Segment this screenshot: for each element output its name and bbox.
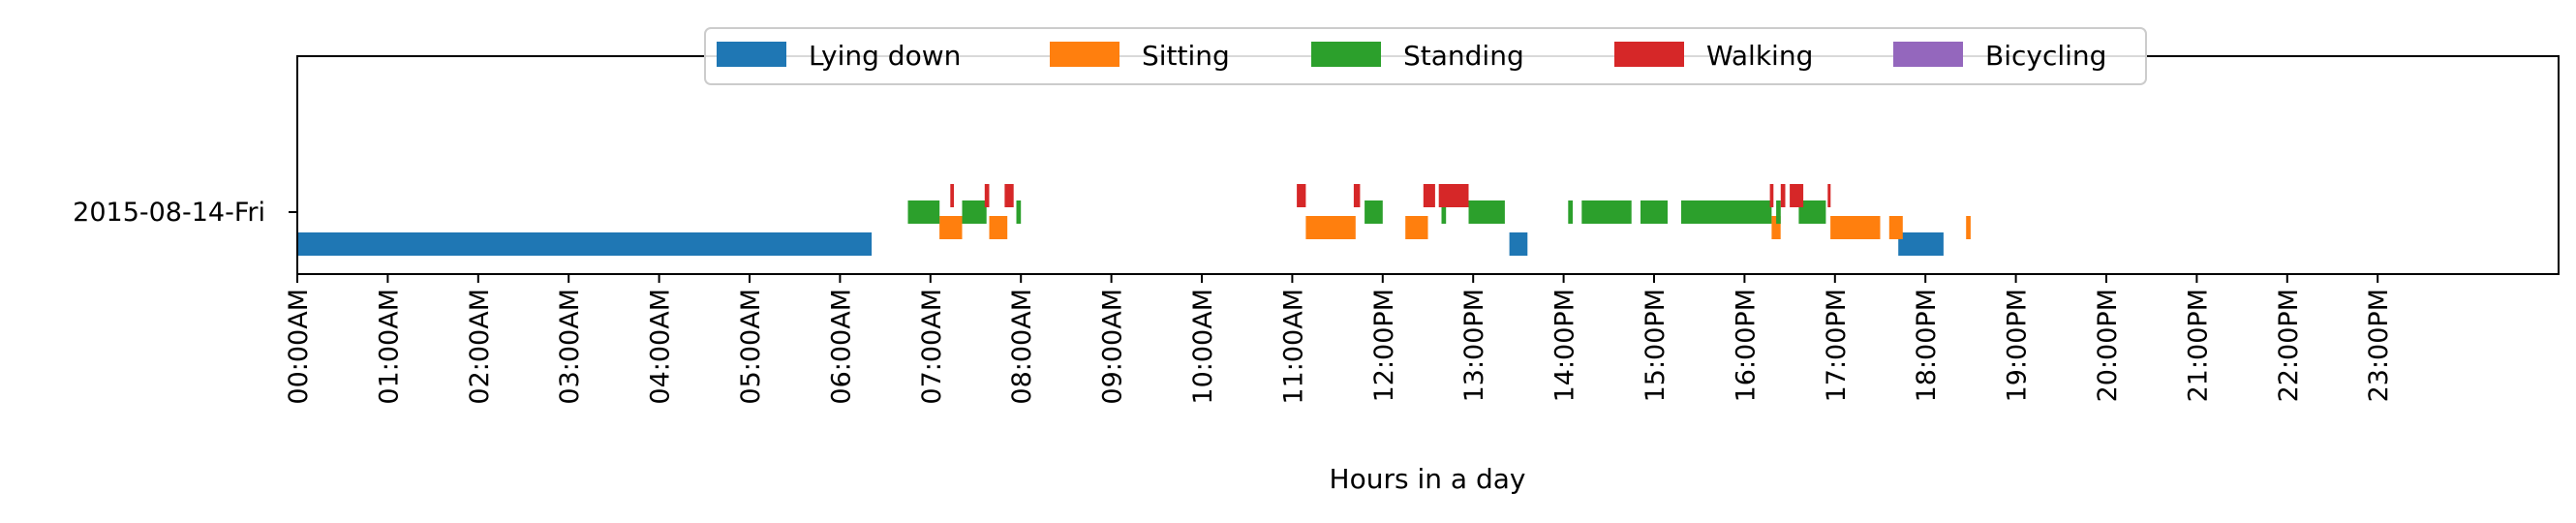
bar-walking-7 (1769, 184, 1774, 207)
bar-standing-5 (1468, 200, 1505, 224)
bar-standing-7 (1581, 200, 1632, 224)
legend-label-walking: Walking (1706, 40, 1813, 72)
bar-standing-0 (907, 200, 940, 224)
x-tick-label: 21:00PM (2183, 289, 2213, 402)
bar-standing-10 (1776, 200, 1781, 224)
activity-bars (297, 184, 1971, 256)
x-tick-label: 02:00AM (465, 289, 495, 405)
bar-sitting-0 (939, 216, 963, 239)
legend-label-bicycling: Bicycling (1985, 40, 2106, 72)
bar-walking-5 (1423, 184, 1435, 207)
bar-walking-0 (950, 184, 954, 207)
legend-swatch-standing (1311, 42, 1381, 67)
x-tick-label: 10:00AM (1188, 289, 1218, 405)
x-tick-label: 23:00PM (2364, 289, 2394, 402)
legend: Lying down Sitting Standing Walking Bicyclin… (704, 27, 2147, 85)
x-tick-label: 12:00PM (1369, 289, 1399, 402)
x-tick-label: 17:00PM (1822, 289, 1852, 402)
legend-label-lying-down: Lying down (809, 40, 961, 72)
bar-walking-10 (1827, 184, 1831, 207)
bar-standing-3 (1365, 200, 1383, 224)
y-tick-label: 2015-08-14-Fri (73, 198, 265, 228)
bar-standing-4 (1441, 200, 1447, 224)
x-tick-label: 11:00AM (1278, 289, 1308, 405)
legend-swatch-walking (1614, 42, 1684, 67)
bar-sitting-2 (1305, 216, 1356, 239)
x-tick-label: 16:00PM (1731, 289, 1761, 402)
x-tick-label: 07:00AM (917, 289, 947, 405)
x-tick-label: 08:00AM (1007, 289, 1037, 405)
bar-sitting-5 (1830, 216, 1881, 239)
x-tick-label: 19:00PM (2003, 289, 2033, 402)
bar-walking-8 (1780, 184, 1786, 207)
x-tick-label: 15:00PM (1641, 289, 1671, 402)
x-tick-label: 14:00PM (1550, 289, 1580, 402)
bar-lying-down-2 (1898, 232, 1944, 256)
x-tick-label: 20:00PM (2093, 289, 2123, 402)
x-tick-label: 01:00AM (374, 289, 404, 405)
legend-label-sitting: Sitting (1142, 40, 1230, 72)
bar-standing-6 (1568, 200, 1573, 224)
x-tick-label: 22:00PM (2274, 289, 2304, 402)
x-tick-label: 09:00AM (1098, 289, 1128, 405)
bar-sitting-6 (1888, 216, 1903, 239)
bar-lying-down-1 (1509, 232, 1528, 256)
x-tick-label: 00:00AM (284, 289, 314, 405)
bar-walking-2 (1004, 184, 1014, 207)
x-tick-label: 18:00PM (1912, 289, 1942, 402)
bar-sitting-3 (1405, 216, 1428, 239)
legend-swatch-bicycling (1893, 42, 1963, 67)
legend-swatch-lying-down (717, 42, 786, 67)
bar-standing-2 (1016, 200, 1022, 224)
x-tick-label: 13:00PM (1459, 289, 1489, 402)
x-tick-label: 03:00AM (555, 289, 585, 405)
bar-walking-6 (1438, 184, 1469, 207)
bar-walking-3 (1297, 184, 1306, 207)
bar-sitting-7 (1966, 216, 1971, 239)
x-tick-label: 06:00AM (826, 289, 856, 405)
bar-walking-4 (1353, 184, 1361, 207)
x-tick-label: 04:00AM (646, 289, 676, 405)
bar-standing-8 (1641, 200, 1668, 224)
x-tick-label: 05:00AM (736, 289, 766, 405)
x-axis-label: Hours in a day (1330, 463, 1526, 495)
bar-sitting-1 (989, 216, 1008, 239)
bar-standing-9 (1681, 200, 1772, 224)
bar-standing-1 (962, 200, 987, 224)
bar-lying-down-0 (297, 232, 873, 256)
legend-label-standing: Standing (1403, 40, 1524, 72)
bar-walking-1 (984, 184, 990, 207)
x-axis-ticks: 00:00AM 01:00AM 02:00AM 03:00AM 04:00AM 05:00… (284, 274, 2394, 405)
legend-swatch-sitting (1050, 42, 1119, 67)
bar-sitting-4 (1771, 216, 1781, 239)
bar-walking-9 (1790, 184, 1804, 207)
legend-entries: Lying down Sitting Standing Walking Bicyclin… (717, 40, 2106, 72)
